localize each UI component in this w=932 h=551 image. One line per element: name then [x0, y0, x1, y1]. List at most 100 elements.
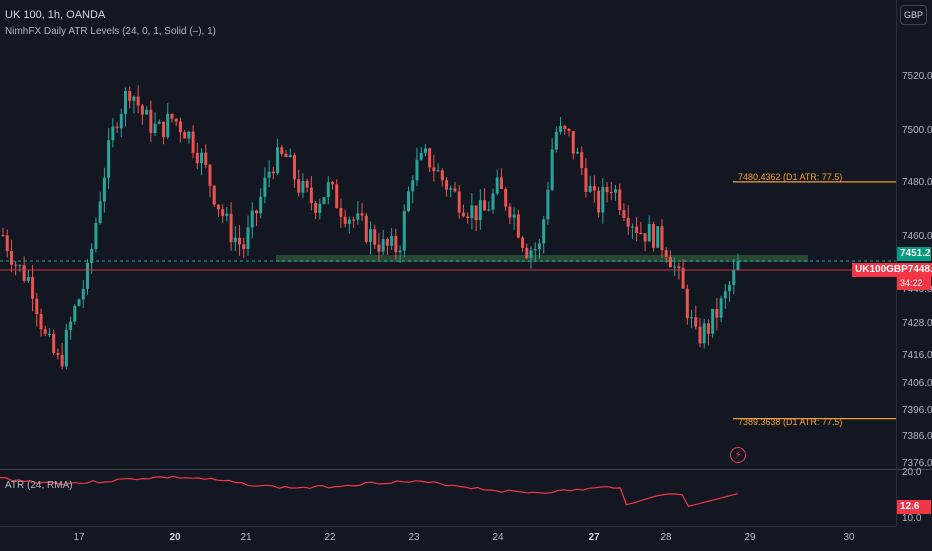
candle-body — [107, 140, 111, 178]
candle-body — [656, 226, 660, 248]
candle-body — [728, 284, 732, 292]
atr-indicator-pane[interactable] — [0, 470, 896, 526]
candle-body — [440, 170, 444, 181]
candle-body — [191, 131, 195, 153]
price-tick: 7520.0 — [902, 71, 932, 82]
candle-body — [575, 152, 579, 154]
candle-body — [204, 152, 208, 165]
price-tick: 7480.0 — [902, 177, 932, 188]
candle-body — [297, 179, 301, 193]
time-tick: 28 — [660, 532, 672, 543]
candle-body — [407, 191, 411, 212]
candle-body — [402, 211, 406, 251]
symbol-tag-price: 7448.1 — [907, 264, 932, 275]
candle-body — [360, 213, 364, 216]
candle-body — [208, 164, 212, 186]
candle-body — [254, 210, 258, 214]
time-tick: 17 — [73, 532, 85, 543]
candle-body — [542, 219, 546, 244]
candle-body — [305, 181, 309, 188]
candle-body — [153, 123, 157, 133]
candle-body — [369, 229, 372, 242]
candle-body — [31, 277, 35, 299]
candle-body — [466, 216, 470, 219]
price-tick: 7428.0 — [902, 318, 932, 329]
candle-body — [415, 159, 419, 181]
atr-legend[interactable]: ATR (24, RMA) — [5, 480, 73, 491]
candle-body — [546, 189, 550, 220]
candle-body — [250, 210, 254, 228]
candle-body — [385, 239, 389, 246]
candle-body — [715, 308, 719, 318]
indicator-legend[interactable]: NimhFX Daily ATR Levels (24, 0, 1, Solid… — [5, 26, 216, 37]
candle-body — [35, 298, 39, 315]
candle-body — [423, 148, 427, 153]
lightning-icon[interactable]: ⚡ — [730, 447, 746, 463]
candle-body — [276, 147, 280, 174]
candle-body — [732, 269, 736, 285]
price-tick: 7416.0 — [902, 350, 932, 361]
candlestick-chart[interactable] — [0, 0, 896, 469]
candle-body — [643, 233, 647, 242]
candle-body — [521, 237, 525, 248]
candle-body — [347, 219, 351, 224]
candle-body — [267, 171, 271, 178]
candle-body — [390, 235, 394, 246]
candle-body — [563, 126, 567, 129]
candle-body — [499, 177, 503, 189]
candle-body — [373, 229, 377, 245]
candle-body — [81, 288, 85, 300]
candle-body — [343, 216, 347, 224]
last-price-tag: 7451.2 — [897, 247, 931, 261]
candle-body — [73, 305, 77, 322]
candle-body — [711, 308, 715, 334]
candle-body — [39, 314, 43, 330]
candle-body — [504, 188, 508, 207]
candle-body — [52, 333, 56, 354]
candle-body — [136, 96, 140, 106]
time-axis[interactable] — [0, 526, 896, 551]
candle-body — [605, 187, 609, 193]
price-tick: 7406.0 — [902, 378, 932, 389]
candle-body — [221, 209, 225, 216]
candle-body — [318, 203, 322, 213]
price-tick: 7500.0 — [902, 125, 932, 136]
atr-lower-level-label: 7389.3638 (D1 ATR: 77.5) — [738, 417, 843, 427]
pane-separator[interactable] — [0, 469, 932, 470]
candle-body — [702, 323, 706, 344]
candle-body — [681, 268, 685, 289]
candle-body — [449, 188, 453, 190]
candle-body — [411, 180, 415, 192]
candle-body — [428, 148, 432, 168]
candle-body — [356, 213, 360, 220]
candle-body — [436, 170, 440, 172]
candle-body — [102, 177, 106, 202]
candle-body — [115, 126, 119, 129]
currency-button[interactable]: GBP — [900, 5, 927, 25]
price-chart-pane[interactable] — [0, 0, 896, 469]
candle-body — [124, 91, 127, 114]
candle-body — [664, 250, 668, 257]
price-tick: 7386.0 — [902, 431, 932, 442]
time-tick: 23 — [408, 532, 420, 543]
candle-body — [647, 223, 651, 242]
candle-body — [719, 298, 723, 318]
support-zone — [276, 255, 808, 262]
symbol-legend[interactable]: UK 100, 1h, OANDA — [5, 9, 106, 21]
candle-body — [639, 232, 643, 234]
time-tick: 20 — [169, 532, 181, 543]
candle-body — [132, 96, 136, 101]
candle-body — [200, 152, 204, 164]
candle-body — [478, 200, 482, 221]
time-tick: 27 — [588, 532, 600, 543]
price-tick: 7376.0 — [902, 458, 932, 469]
candle-body — [618, 189, 622, 211]
candle-body — [178, 121, 182, 133]
candle-body — [292, 155, 296, 180]
candle-body — [69, 321, 73, 330]
price-tick: 7460.0 — [902, 231, 932, 242]
candle-body — [537, 243, 541, 250]
atr-value-tag: 12.6 — [897, 500, 931, 514]
atr-chart — [0, 475, 739, 508]
candle-body — [533, 249, 537, 251]
